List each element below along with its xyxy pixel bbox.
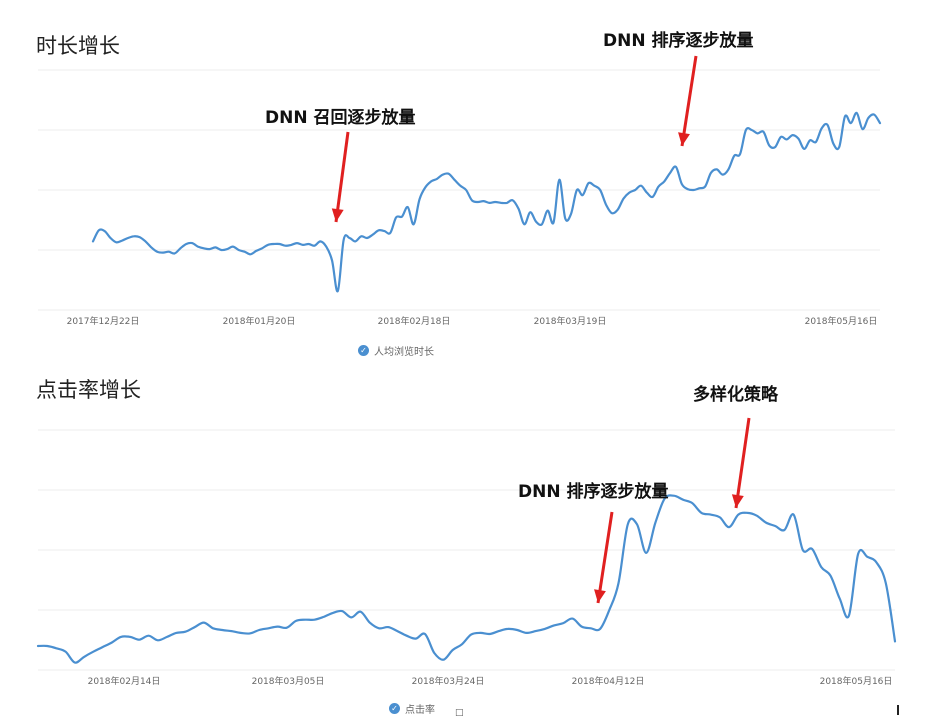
annotation-label: DNN 召回逐步放量: [265, 107, 416, 128]
annotation-arrowhead: [331, 208, 344, 222]
ctr-chart-panel: 点击率增长 2018年02月14日 2018年03月05日 2018年03月24日 2…: [0, 360, 941, 719]
series-line: [91, 111, 882, 293]
annotation-arrow-line: [334, 131, 350, 223]
duration-legend-label: 人均浏览时长: [374, 347, 434, 358]
duration-chart: 2017年12月22日 2018年01月20日 2018年02月18日 2018年03…: [38, 30, 882, 327]
annotation-arrow-line: [596, 511, 614, 604]
check-icon: ✓: [358, 345, 369, 356]
x-tick-label: 2018年02月18日: [378, 315, 451, 327]
x-tick-label: 2017年12月22日: [67, 315, 140, 327]
check-icon: ✓: [389, 703, 400, 714]
ctr-chart-title: 点击率增长: [36, 378, 141, 402]
small-square-mark: □: [455, 708, 464, 718]
annotation-arrow-line: [680, 55, 698, 147]
x-tick-label: 2018年03月05日: [252, 675, 325, 687]
annotation-arrow-line: [734, 417, 751, 509]
ctr-legend-label: 点击率: [405, 705, 435, 716]
annotation-label: 多样化策略: [693, 384, 779, 405]
x-tick-label: 2018年03月24日: [412, 675, 485, 687]
annotation-arrowhead: [594, 589, 606, 603]
duration-chart-title: 时长增长: [36, 34, 120, 58]
x-tick-label: 2018年05月16日: [820, 675, 893, 687]
series-line: [36, 494, 897, 664]
x-tick-label: 2018年01月20日: [223, 315, 296, 327]
annotation-arrowhead: [731, 494, 744, 508]
annotation-arrowhead: [678, 132, 690, 146]
duration-chart-panel: 时长增长 2017年12月22日 2018年01月20日 2018年02月18日 20…: [36, 30, 882, 358]
ctr-legend[interactable]: ✓ 点击率: [389, 701, 435, 716]
edge-mark: [897, 705, 899, 715]
x-tick-label: 2018年05月16日: [805, 315, 878, 327]
annotation-label: DNN 排序逐步放量: [518, 481, 669, 502]
ctr-chart: 2018年02月14日 2018年03月05日 2018年03月24日 2018年04…: [36, 384, 897, 687]
x-tick-label: 2018年02月14日: [88, 675, 161, 687]
duration-legend[interactable]: ✓ 人均浏览时长: [358, 343, 434, 358]
x-tick-label: 2018年04月12日: [572, 675, 645, 687]
annotation-label: DNN 排序逐步放量: [603, 30, 754, 51]
x-tick-label: 2018年03月19日: [534, 315, 607, 327]
